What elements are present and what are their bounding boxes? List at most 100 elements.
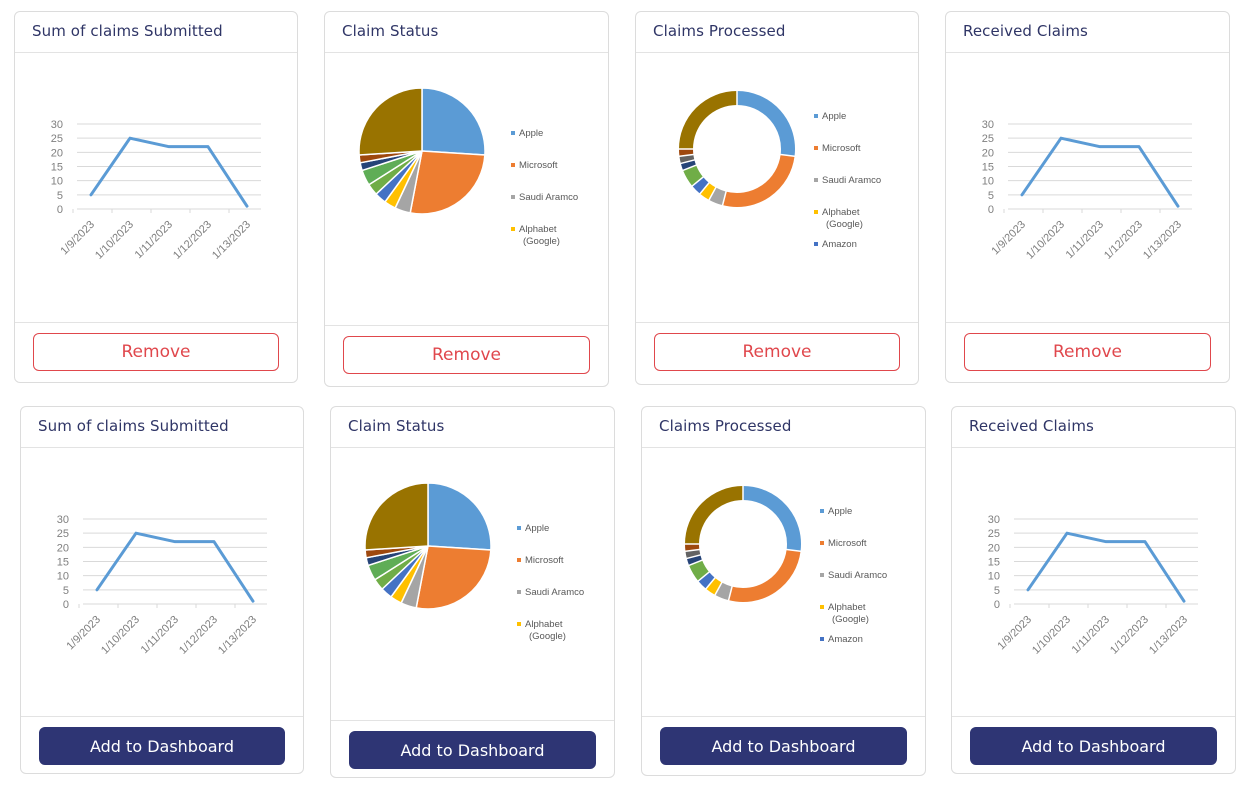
y-tick-label: 0 xyxy=(57,204,63,216)
chart-card-claim-status: Claim Status Apple Microsoft Saudi Aramco A… xyxy=(324,11,609,387)
slice-separator xyxy=(704,576,717,590)
card-footer: Remove xyxy=(15,322,297,382)
add-to-dashboard-button[interactable]: Add to Dashboard xyxy=(660,727,907,765)
legend-label: Saudi Aramco xyxy=(519,192,578,203)
y-tick-label: 10 xyxy=(51,176,63,188)
legend-marker xyxy=(814,146,818,150)
remove-button[interactable]: Remove xyxy=(343,336,590,374)
card-footer: Remove xyxy=(325,325,608,386)
legend-marker xyxy=(511,227,515,231)
slice-separator xyxy=(684,548,701,553)
add-to-dashboard-button[interactable]: Add to Dashboard xyxy=(970,727,1217,765)
legend-label: Saudi Aramco xyxy=(828,570,887,581)
add-to-dashboard-button[interactable]: Add to Dashboard xyxy=(39,727,285,765)
y-tick-label: 10 xyxy=(988,571,1000,583)
pie-slice xyxy=(715,582,733,601)
y-tick-label: 10 xyxy=(57,571,69,583)
legend-marker xyxy=(814,242,818,246)
legend-marker xyxy=(814,114,818,118)
slice-separator xyxy=(697,570,711,583)
legend-label: Saudi Aramco xyxy=(822,175,881,186)
pie-slice xyxy=(685,549,701,559)
pie-slice xyxy=(736,91,795,157)
remove-button[interactable]: Remove xyxy=(964,333,1211,371)
chart-card-sum-of-claims-submitted: Sum of claims Submitted 0 5 10 15 20 25 30 1/9/… xyxy=(14,11,298,383)
add-to-dashboard-button[interactable]: Add to Dashboard xyxy=(349,731,596,769)
slice-separator xyxy=(678,153,695,158)
pie-slice xyxy=(698,571,716,589)
y-tick-label: 30 xyxy=(988,514,1000,526)
pie-slice xyxy=(722,154,795,207)
x-tick-label: 1/12/2023 xyxy=(177,614,220,657)
x-tick-label: 1/9/2023 xyxy=(989,219,1028,258)
y-tick-label: 15 xyxy=(57,557,69,569)
pie-slice xyxy=(679,154,695,164)
y-tick-label: 25 xyxy=(57,528,69,540)
x-tick-label: 1/9/2023 xyxy=(58,219,97,258)
card-title: Received Claims xyxy=(946,12,1229,53)
remove-button[interactable]: Remove xyxy=(33,333,279,371)
y-tick-label: 15 xyxy=(51,162,63,174)
legend-label: Microsoft xyxy=(519,160,558,171)
line-chart: 0510152025301/9/20231/10/20231/11/20231/… xyxy=(57,514,267,657)
pie-slice xyxy=(421,87,486,156)
y-tick-label: 5 xyxy=(994,585,1000,597)
card-footer: Remove xyxy=(946,322,1229,382)
remove-button[interactable]: Remove xyxy=(654,333,900,371)
slice-separator xyxy=(721,190,728,207)
x-tick-label: 1/12/2023 xyxy=(171,219,214,262)
legend-label: Apple xyxy=(525,523,549,534)
x-tick-label: 1/9/2023 xyxy=(64,614,103,653)
line-chart: 0510152025301/9/20231/10/20231/11/20231/… xyxy=(988,514,1198,657)
legend-marker xyxy=(820,573,824,577)
pie-slice xyxy=(686,554,703,566)
x-tick-label: 1/11/2023 xyxy=(139,614,182,657)
chart-card-claim-status: Claim Status Apple Microsoft Saudi Aramco A… xyxy=(330,406,615,778)
chart-card-claims-processed: Claims Processed Apple Microsoft Saudi Ara… xyxy=(635,11,919,385)
card-title: Claim Status xyxy=(331,407,614,448)
pie-slice xyxy=(409,150,486,215)
slice-separator xyxy=(685,553,702,560)
pie-slice xyxy=(364,482,429,551)
pie-chart: Apple Microsoft Saudi Aramco Alphabet (Googl… xyxy=(358,87,578,247)
x-tick-label: 1/13/2023 xyxy=(1141,219,1184,262)
y-tick-label: 0 xyxy=(988,204,994,216)
pie-slice xyxy=(685,486,744,545)
legend-label: Saudi Aramco xyxy=(525,587,584,598)
x-tick-label: 1/10/2023 xyxy=(99,614,142,657)
pie-slice xyxy=(742,486,801,552)
pie-slice xyxy=(358,87,423,156)
y-tick-label: 20 xyxy=(57,542,69,554)
y-tick-label: 5 xyxy=(63,585,69,597)
series-line xyxy=(89,136,249,208)
y-tick-label: 30 xyxy=(57,514,69,526)
pie-slice xyxy=(427,482,492,551)
slice-separator xyxy=(727,585,734,602)
card-title: Claims Processed xyxy=(636,12,918,53)
series-line xyxy=(1020,136,1180,208)
y-tick-label: 0 xyxy=(63,599,69,611)
x-tick-label: 1/12/2023 xyxy=(1102,219,1145,262)
pie-chart: Apple Microsoft Saudi Aramco Alphabet (Googl… xyxy=(364,482,584,642)
legend-label: Alphabet (Google) xyxy=(525,619,566,642)
legend-marker xyxy=(820,605,824,609)
legend-label: Amazon xyxy=(828,634,863,645)
slice-separator xyxy=(679,158,696,165)
legend-label: Microsoft xyxy=(525,555,564,566)
card-footer: Add to Dashboard xyxy=(952,716,1235,773)
x-tick-label: 1/13/2023 xyxy=(216,614,259,657)
x-tick-label: 1/10/2023 xyxy=(93,219,136,262)
y-tick-label: 30 xyxy=(51,119,63,131)
x-tick-label: 1/11/2023 xyxy=(1070,614,1113,657)
card-footer: Add to Dashboard xyxy=(21,716,303,773)
card-title: Sum of claims Submitted xyxy=(21,407,303,448)
legend-marker xyxy=(517,558,521,562)
legend-marker xyxy=(820,509,824,513)
slice-separator xyxy=(779,153,796,158)
x-tick-label: 1/10/2023 xyxy=(1024,219,1067,262)
slice-separator xyxy=(687,559,704,567)
legend-marker xyxy=(814,210,818,214)
slice-separator xyxy=(691,175,705,188)
legend-label: Amazon xyxy=(822,239,857,250)
x-tick-label: 1/13/2023 xyxy=(210,219,253,262)
